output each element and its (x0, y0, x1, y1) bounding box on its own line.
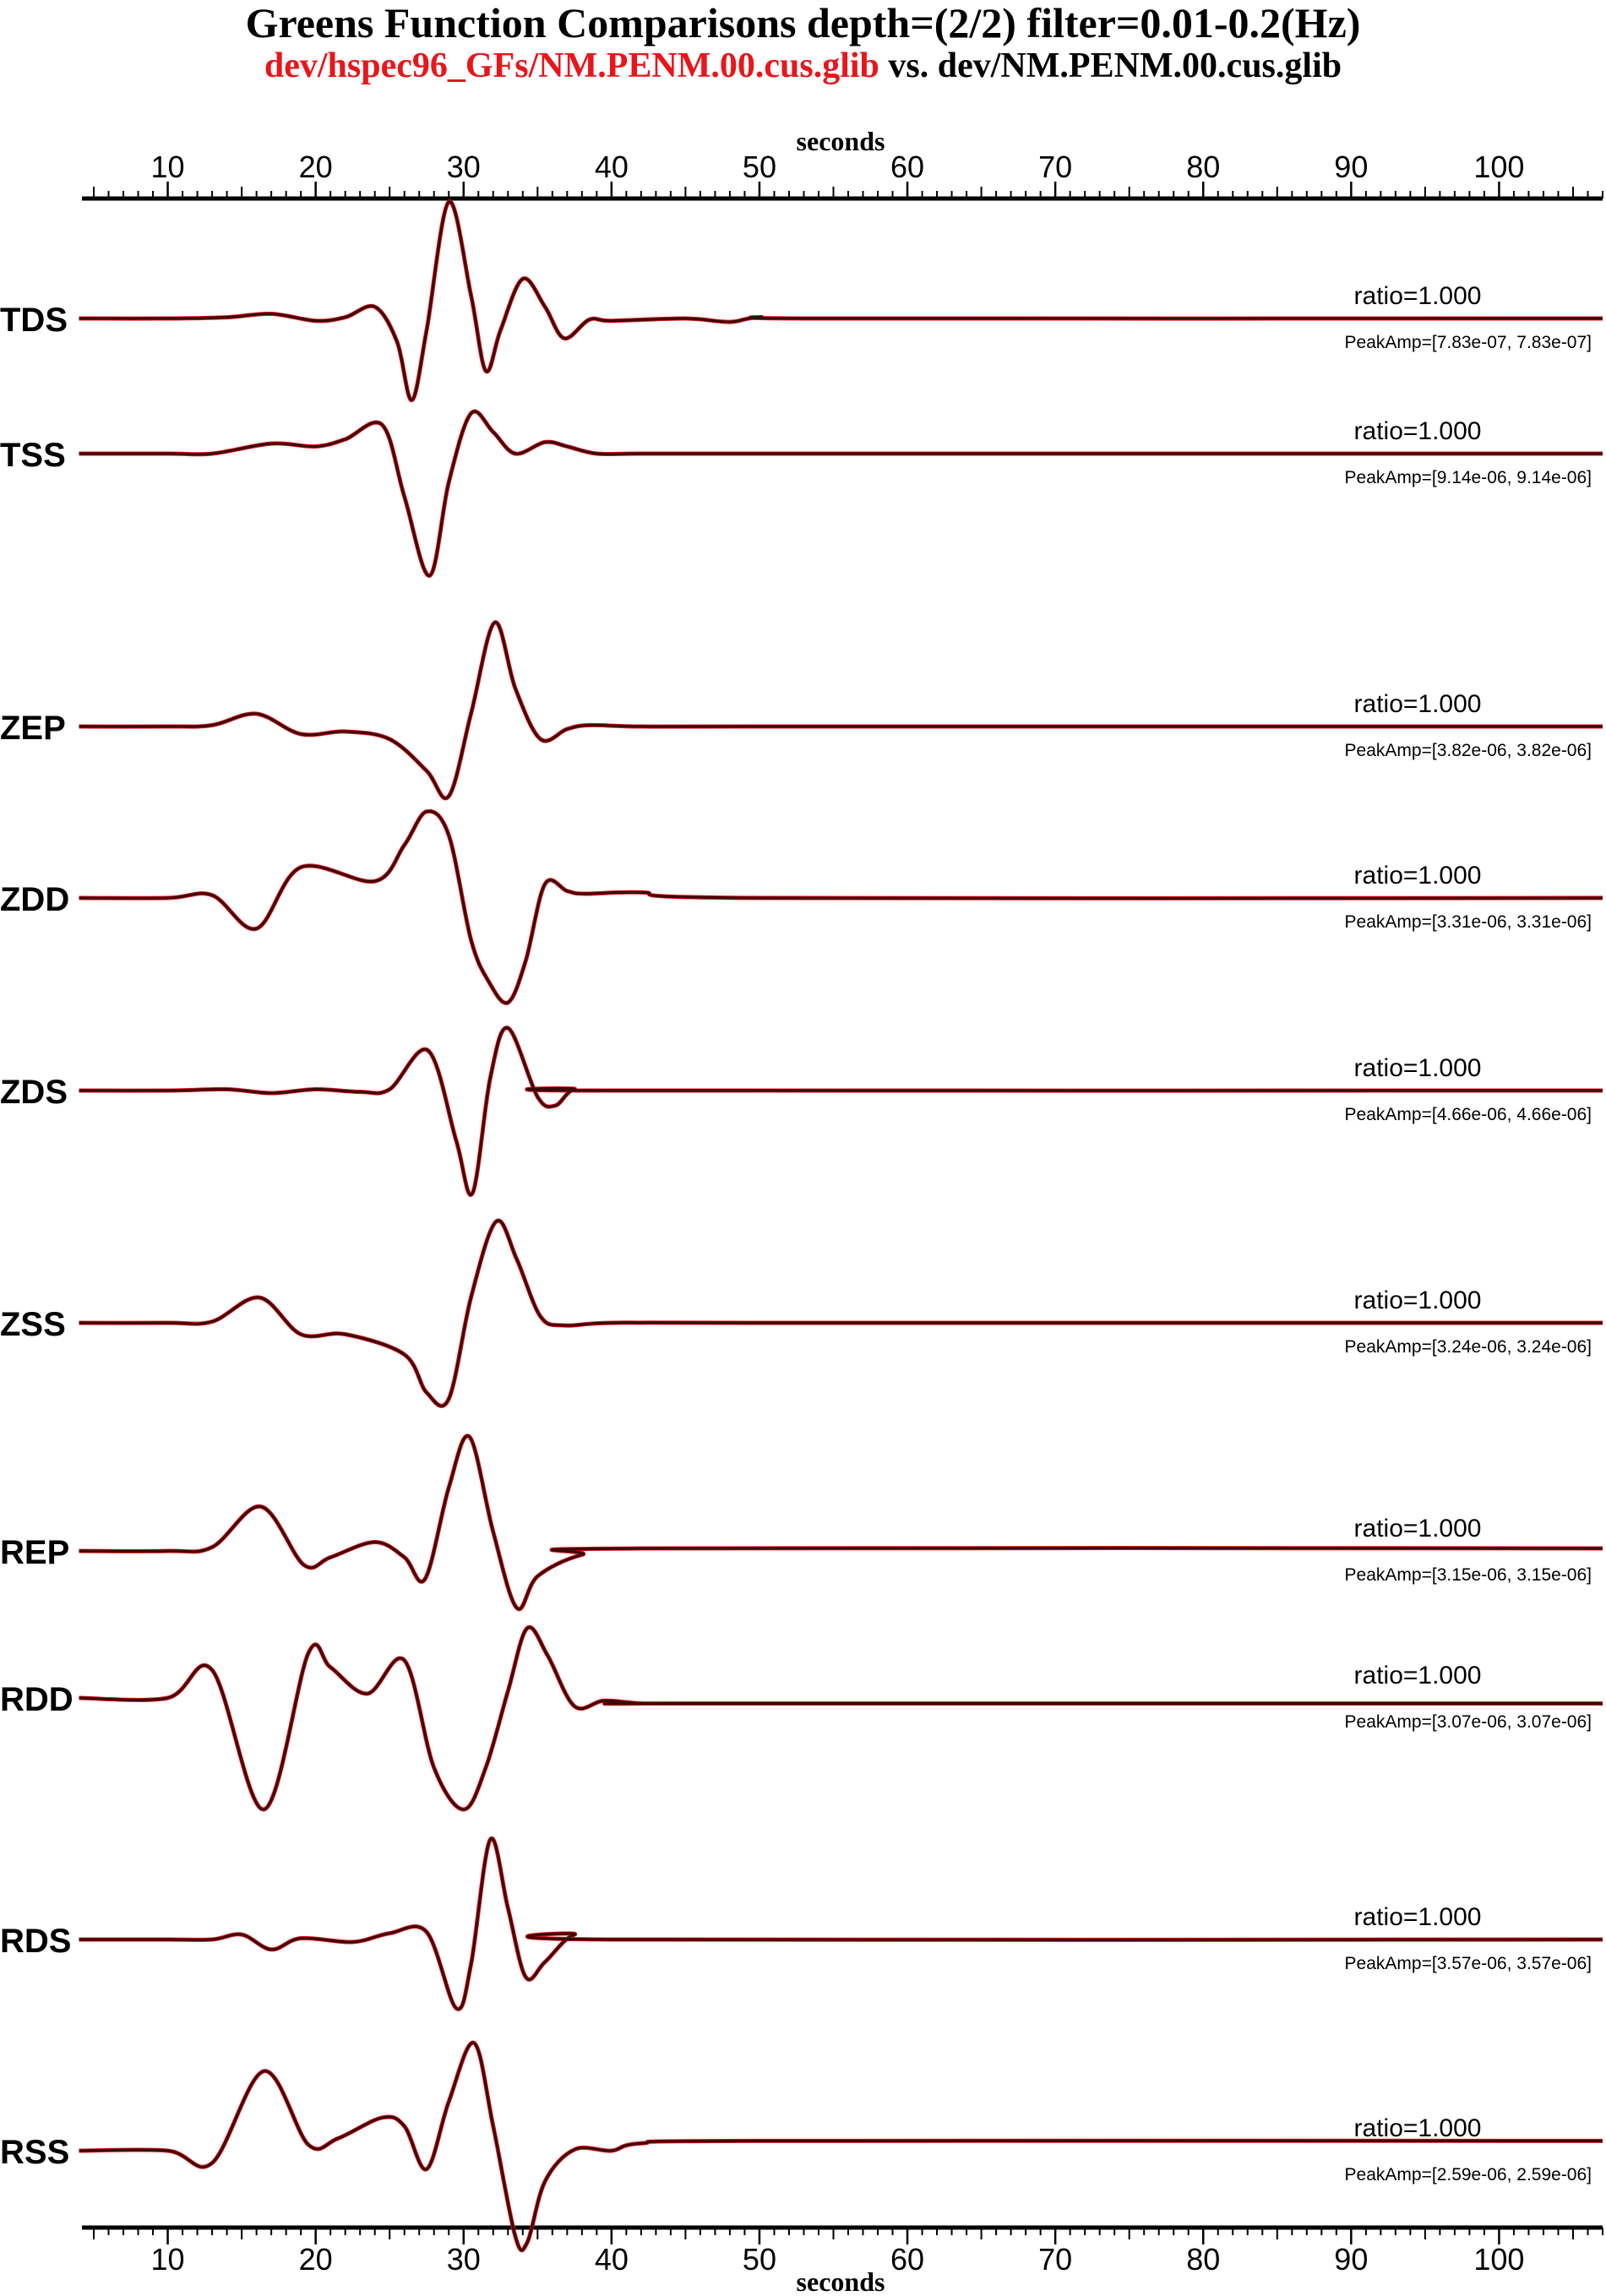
channel-label: RDD (0, 1681, 73, 1718)
peak-amp-label: PeakAmp=[3.82e-06, 3.82e-06] (1345, 741, 1592, 760)
top-tick-label: 50 (743, 150, 776, 184)
trace-rss-b (79, 2041, 1603, 2252)
peak-amp-label: PeakAmp=[7.83e-07, 7.83e-07] (1345, 333, 1592, 352)
title-block: Greens Function Comparisons depth=(2/2) … (0, 0, 1606, 86)
top-tick-label: 30 (447, 150, 481, 184)
top-tick-label: 100 (1473, 150, 1524, 184)
trace-zss-b (79, 1219, 1603, 1407)
channel-label: ZDS (0, 1074, 68, 1111)
channel-label: ZDD (0, 881, 69, 918)
peak-amp-label: PeakAmp=[2.59e-06, 2.59e-06] (1345, 2165, 1592, 2184)
trace-zds-b (79, 1026, 1603, 1197)
bottom-tick-label: 40 (595, 2242, 629, 2277)
top-tick-label: 20 (299, 150, 333, 184)
channel-label: RSS (0, 2134, 69, 2171)
trace-zdd-b (79, 809, 1603, 1004)
channel-label: REP (0, 1534, 69, 1571)
trace-rdd-b (79, 1625, 1603, 1811)
ratio-label: ratio=1.000 (1354, 1287, 1482, 1314)
ratio-label: ratio=1.000 (1354, 2114, 1482, 2142)
subtitle-file-a: dev/hspec96_GFs/NM.PENM.00.cus.glib (264, 46, 879, 85)
bottom-tick-label: 10 (151, 2242, 185, 2277)
top-axis-label: seconds (797, 126, 885, 156)
peak-amp-label: PeakAmp=[3.57e-06, 3.57e-06] (1345, 1954, 1592, 1973)
top-tick-label: 70 (1038, 150, 1072, 184)
ratio-label: ratio=1.000 (1354, 1903, 1482, 1931)
peak-amp-label: PeakAmp=[4.66e-06, 4.66e-06] (1345, 1105, 1592, 1124)
top-tick-label: 60 (890, 150, 924, 184)
ratio-label: ratio=1.000 (1354, 862, 1482, 890)
top-tick-label: 90 (1334, 150, 1368, 184)
peak-amp-label: PeakAmp=[3.15e-06, 3.15e-06] (1345, 1565, 1592, 1585)
chart-subtitle: dev/hspec96_GFs/NM.PENM.00.cus.glib vs. … (0, 46, 1606, 86)
bottom-tick-label: 60 (890, 2242, 924, 2277)
peak-amp-label: PeakAmp=[9.14e-06, 9.14e-06] (1345, 468, 1592, 487)
ratio-label: ratio=1.000 (1354, 1662, 1482, 1689)
peak-amp-label: PeakAmp=[3.31e-06, 3.31e-06] (1345, 912, 1592, 932)
peak-amp-label: PeakAmp=[3.24e-06, 3.24e-06] (1345, 1337, 1592, 1357)
chart-title: Greens Function Comparisons depth=(2/2) … (245, 0, 1361, 46)
trace-rep-b (79, 1434, 1603, 1611)
channel-label: RDS (0, 1923, 71, 1960)
subtitle-file-b: dev/NM.PENM.00.cus.glib (937, 46, 1342, 85)
bottom-axis-label: seconds (797, 2266, 885, 2296)
subtitle-separator: vs. (879, 46, 938, 85)
bottom-tick-label: 80 (1186, 2242, 1220, 2277)
trace-rss-a (79, 2040, 1603, 2253)
ratio-label: ratio=1.000 (1354, 1515, 1482, 1542)
bottom-tick-label: 20 (299, 2242, 333, 2277)
ratio-label: ratio=1.000 (1354, 417, 1482, 445)
bottom-tick-label: 90 (1334, 2242, 1368, 2277)
trace-tss-b (79, 410, 1603, 578)
channel-label: ZEP (0, 710, 66, 747)
trace-zdd-a (79, 808, 1603, 1005)
trace-rds-b (79, 1836, 1603, 2011)
bottom-tick-label: 50 (743, 2242, 776, 2277)
top-tick-label: 80 (1186, 150, 1220, 184)
bottom-tick-label: 100 (1473, 2242, 1524, 2277)
trace-tds-b (79, 200, 1603, 402)
top-tick-label: 40 (595, 150, 629, 184)
ratio-label: ratio=1.000 (1354, 1054, 1482, 1082)
peak-amp-label: PeakAmp=[3.07e-06, 3.07e-06] (1345, 1712, 1592, 1732)
channel-label: TSS (0, 437, 66, 474)
top-tick-label: 10 (151, 150, 185, 184)
ratio-label: ratio=1.000 (1354, 282, 1482, 310)
channel-label: ZSS (0, 1306, 66, 1343)
trace-zep-b (79, 621, 1603, 800)
bottom-tick-label: 70 (1038, 2242, 1072, 2277)
ratio-label: ratio=1.000 (1354, 690, 1482, 718)
channel-label: TDS (0, 302, 68, 339)
bottom-tick-label: 30 (447, 2242, 481, 2277)
